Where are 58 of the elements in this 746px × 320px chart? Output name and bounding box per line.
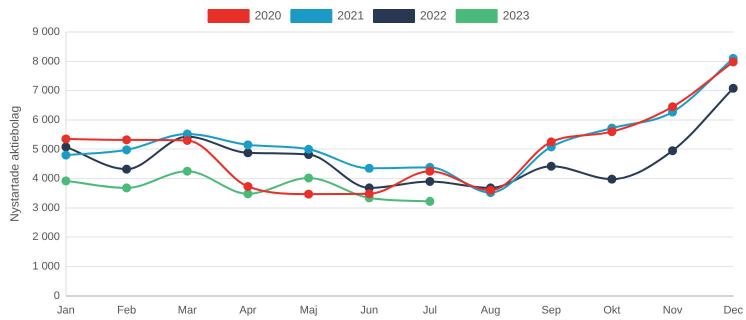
point [728,84,738,93]
point [607,127,616,136]
y-tick-label: 6 000 [32,114,60,126]
x-tick-label: Sep [541,304,562,316]
point [61,134,70,144]
point [425,196,434,206]
y-axis-title: Nystartade aktiebolag [8,106,22,222]
point [61,176,70,186]
point [546,162,556,171]
legend-label: 2023 [502,8,530,22]
y-tick-label: 8 000 [32,55,60,68]
legend-label: 2020 [254,8,282,22]
point [182,166,192,176]
y-tick-label: 5 000 [32,143,60,156]
point [243,148,252,158]
point [425,166,434,176]
point [728,57,738,66]
x-tick-label: Nov [662,304,683,316]
y-tick-label: 1 000 [32,260,60,273]
x-tick-label: Dec [723,304,744,316]
x-tick-label: Jun [360,304,378,316]
point [304,190,314,199]
y-tick-label: 3 000 [32,202,60,214]
x-tick-label: Okt [603,304,620,316]
point [304,144,314,154]
point [182,136,192,145]
point [304,173,314,182]
point [61,150,70,160]
point [607,174,616,184]
point [668,102,678,112]
point [122,145,132,154]
y-tick-label: 7 000 [32,84,60,97]
x-tick-label: Aug [480,304,500,316]
point [668,146,678,156]
legend-label: 2022 [420,8,448,22]
point [122,164,132,174]
y-tick-label: 2 000 [32,231,60,244]
point [61,142,70,152]
y-tick-label: 9 000 [32,26,60,38]
x-tick-label: Mar [178,304,198,316]
point [425,176,434,186]
point [364,189,374,198]
legend-label: 2021 [337,8,364,22]
point [546,137,556,146]
point [486,186,496,195]
point [243,140,252,150]
point [243,189,252,198]
point [122,135,132,144]
point [364,164,374,173]
x-tick-label: Jul [422,304,437,316]
point [122,183,132,192]
x-tick-label: Jan [57,304,75,316]
x-tick-label: Feb [117,304,136,316]
point [243,182,252,191]
y-tick-label: 0 [54,290,60,302]
x-tick-label: Maj [300,304,318,316]
x-tick-label: Apr [239,304,257,316]
y-tick-label: 4 000 [32,172,60,185]
